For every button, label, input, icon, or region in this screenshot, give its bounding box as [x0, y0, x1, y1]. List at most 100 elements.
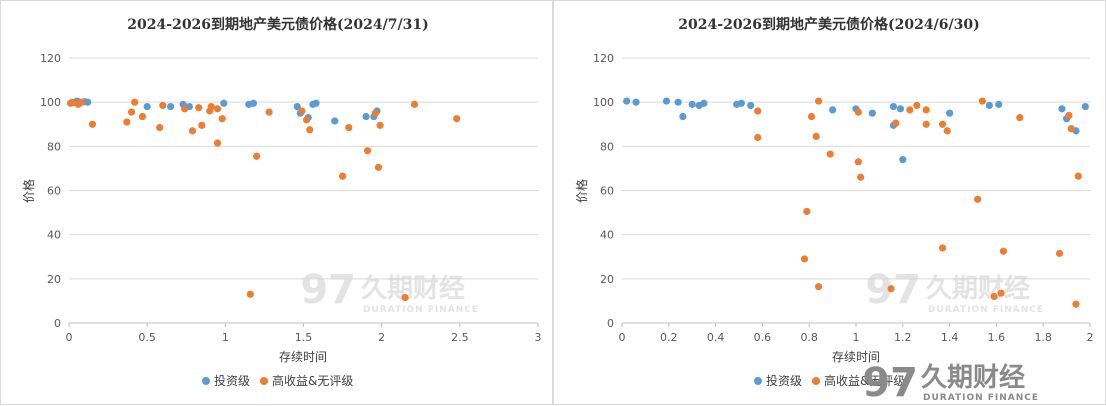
- data-point: [857, 173, 865, 181]
- data-point: [812, 132, 820, 140]
- series-high-yield: [66, 98, 461, 302]
- footer-watermark-subtext: DURATION FINANCE: [923, 393, 1039, 403]
- legend: 投资级 高收益&无评级: [754, 373, 905, 388]
- data-point: [312, 99, 320, 107]
- data-point: [854, 108, 862, 116]
- chart-panel-left: 97 久期财经 DURATION FINANCE 0 20 40 60 80 100 120 0 0.…: [0, 0, 553, 405]
- chart-panel-right: 97 久期财经 DURATION FINANCE 0 20 40 60 80 100 120 0 0.…: [553, 0, 1106, 406]
- chart-title: 2024-2026到期地产美元债价格(2024/7/31): [127, 16, 428, 33]
- legend-marker: [260, 377, 269, 385]
- data-point: [1058, 105, 1066, 113]
- data-point: [218, 115, 226, 123]
- y-axis-title: 价格: [574, 179, 589, 203]
- data-point: [331, 117, 339, 125]
- y-tick-label: 120: [593, 52, 614, 65]
- data-point: [88, 120, 97, 128]
- data-point: [922, 106, 930, 114]
- y-tick-label: 40: [600, 229, 614, 242]
- data-point: [1067, 125, 1075, 133]
- data-point: [623, 97, 631, 105]
- data-point: [829, 106, 837, 114]
- y-tick-label: 60: [47, 185, 61, 198]
- data-point: [253, 152, 261, 160]
- data-point: [131, 98, 139, 106]
- data-point: [938, 244, 947, 252]
- data-point: [127, 108, 136, 116]
- y-tick-label: 120: [40, 52, 61, 65]
- x-tick-label: 3: [535, 331, 542, 344]
- data-point: [995, 100, 1003, 108]
- data-point: [293, 102, 301, 111]
- x-tick-label: 1: [853, 331, 860, 344]
- data-point: [167, 102, 175, 111]
- data-point: [265, 108, 273, 116]
- data-point: [938, 120, 947, 128]
- data-point: [401, 294, 409, 302]
- data-point: [181, 105, 189, 113]
- legend-label: 投资级: [214, 373, 250, 388]
- data-point: [84, 98, 92, 106]
- series-high-yield: [754, 97, 1082, 308]
- data-point: [800, 255, 809, 263]
- data-point: [913, 101, 921, 110]
- data-point: [887, 285, 895, 293]
- data-point: [362, 112, 370, 121]
- data-point: [159, 101, 167, 110]
- data-point: [156, 123, 164, 132]
- legend-label: 投资级: [766, 373, 802, 388]
- data-point: [1065, 111, 1073, 120]
- y-tick-label: 20: [600, 273, 614, 286]
- data-point: [892, 119, 900, 127]
- data-point: [814, 97, 823, 105]
- y-tick-label: 80: [600, 140, 614, 153]
- data-point: [737, 99, 745, 107]
- data-point: [674, 98, 682, 106]
- y-tick-label: 80: [47, 140, 61, 153]
- data-point: [922, 120, 930, 128]
- x-tick-label: 0.6: [754, 331, 772, 344]
- data-point: [213, 105, 222, 113]
- x-tick-label: 1.4: [941, 331, 959, 344]
- data-point: [807, 112, 816, 121]
- watermark-text: 久期财经: [926, 273, 1030, 304]
- x-tick-label: 2: [378, 331, 385, 344]
- data-point: [338, 172, 347, 180]
- data-point: [889, 102, 898, 111]
- data-point: [1016, 114, 1024, 122]
- data-point: [77, 98, 86, 106]
- data-point: [999, 247, 1008, 255]
- data-point: [374, 163, 383, 171]
- data-point: [990, 292, 998, 301]
- legend-label: 高收益&无评级: [272, 373, 353, 388]
- data-point: [198, 121, 206, 129]
- x-tick-label: 1.8: [1034, 331, 1052, 344]
- legend-marker: [812, 377, 821, 385]
- y-tick-label: 0: [607, 317, 614, 330]
- data-point: [688, 100, 696, 108]
- data-point: [946, 109, 954, 117]
- data-point: [754, 107, 762, 115]
- legend-marker: [754, 377, 762, 385]
- series-investment-grade: [623, 97, 1089, 164]
- legend: 投资级 高收益&无评级: [202, 373, 353, 388]
- x-tick-label: 1.2: [894, 331, 912, 344]
- x-tick-label: 1.6: [988, 331, 1006, 344]
- data-point: [220, 99, 228, 107]
- data-point: [803, 207, 811, 216]
- data-point: [453, 115, 461, 123]
- legend-marker: [202, 377, 210, 385]
- data-point: [906, 106, 914, 114]
- data-point: [662, 97, 671, 105]
- data-point: [1081, 102, 1089, 111]
- data-point: [143, 102, 151, 111]
- data-point: [371, 109, 380, 117]
- x-tick-label: 2.5: [451, 331, 469, 344]
- data-point: [896, 105, 905, 113]
- data-point: [974, 195, 982, 203]
- y-tick-label: 100: [40, 96, 61, 109]
- x-tick-label: 0.2: [660, 331, 678, 344]
- y-tick-label: 60: [600, 185, 614, 198]
- series-investment-grade: [68, 97, 381, 125]
